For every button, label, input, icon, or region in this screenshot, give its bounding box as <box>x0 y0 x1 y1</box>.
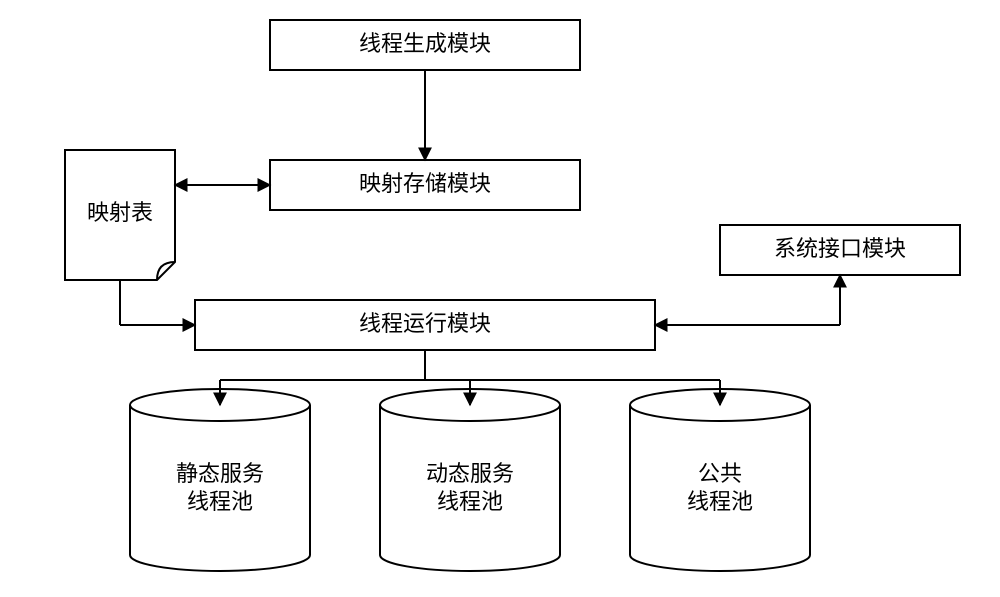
node-map_table: 映射表 <box>65 150 175 280</box>
node-label: 系统接口模块 <box>774 236 906 261</box>
node-label: 线程生成模块 <box>359 31 491 56</box>
node-label-line1: 静态服务 <box>176 461 264 486</box>
diagram-canvas: 线程生成模块映射存储模块线程运行模块系统接口模块映射表静态服务线程池动态服务线程… <box>0 0 1000 597</box>
node-label: 映射存储模块 <box>359 171 491 196</box>
node-static_pool: 静态服务线程池 <box>130 389 310 571</box>
node-label-line2: 线程池 <box>687 489 753 514</box>
node-label-line2: 线程池 <box>437 489 503 514</box>
node-thread_gen: 线程生成模块 <box>270 20 580 70</box>
node-label-line2: 线程池 <box>187 489 253 514</box>
edge-thread_run-sys_interface <box>655 275 840 325</box>
edge-map_table-thread_run <box>120 280 195 325</box>
node-label: 线程运行模块 <box>359 311 491 336</box>
node-label: 映射表 <box>87 200 153 225</box>
node-dynamic_pool: 动态服务线程池 <box>380 389 560 571</box>
node-label-line1: 公共 <box>698 461 742 486</box>
node-sys_interface: 系统接口模块 <box>720 225 960 275</box>
node-map_store: 映射存储模块 <box>270 160 580 210</box>
node-public_pool: 公共线程池 <box>630 389 810 571</box>
node-label-line1: 动态服务 <box>426 461 514 486</box>
node-thread_run: 线程运行模块 <box>195 300 655 350</box>
